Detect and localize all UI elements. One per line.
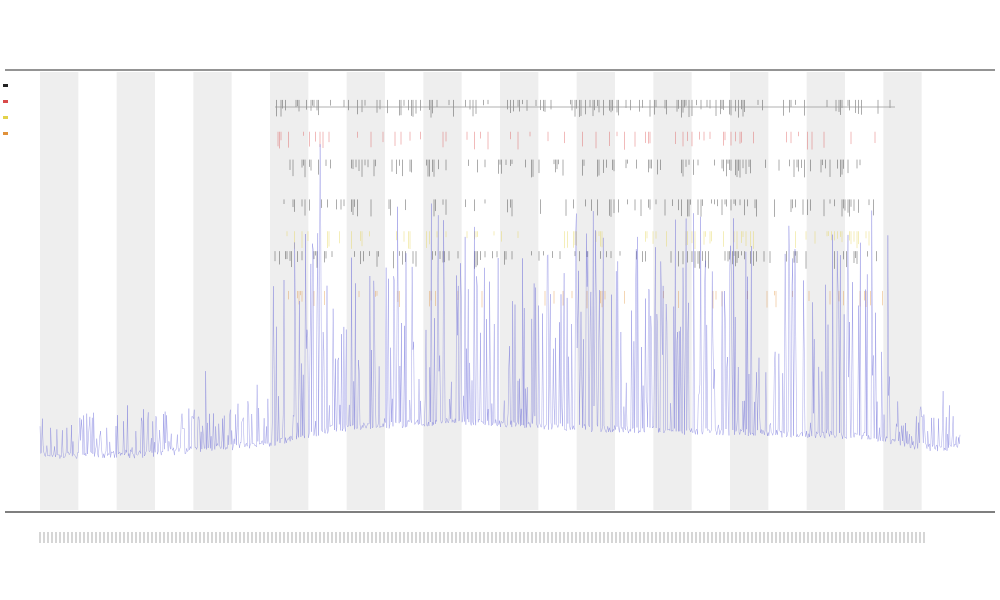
band-6 (500, 72, 539, 510)
event-row-5 (274, 251, 877, 269)
signal-line (39, 144, 961, 460)
signal-series (39, 144, 961, 460)
band-2 (193, 72, 232, 510)
x-tick-labels (39, 532, 925, 543)
event-row-1 (277, 131, 876, 150)
band-8 (653, 72, 692, 510)
band-1 (116, 72, 155, 510)
band-11 (883, 72, 922, 510)
legend (3, 84, 8, 135)
event-row-3 (283, 199, 874, 217)
legend-swatch-1 (3, 100, 8, 103)
legend-swatch-0 (3, 84, 8, 87)
band-0 (40, 72, 79, 510)
event-row-6 (288, 290, 883, 309)
plot-frame (5, 69, 995, 513)
legend-swatch-2 (3, 116, 8, 119)
band-9 (730, 72, 769, 510)
event-row-2 (289, 159, 861, 178)
band-4 (346, 72, 385, 510)
band-5 (423, 72, 462, 510)
background-bands (40, 72, 922, 510)
legend-swatch-3 (3, 132, 8, 135)
